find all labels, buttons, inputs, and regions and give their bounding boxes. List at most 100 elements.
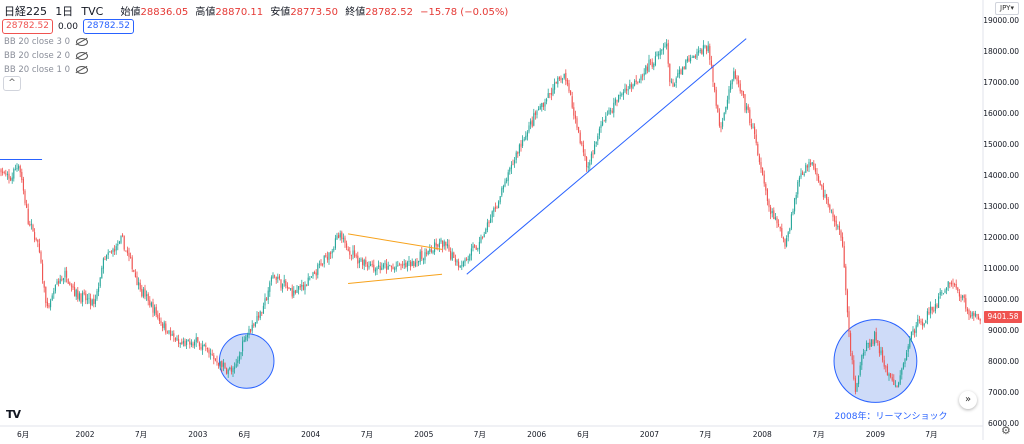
symbol-header: 日経225 1日 TVC 始値28836.05 高値28870.11 安値287… (4, 3, 508, 19)
candle-body (6, 173, 8, 175)
candle-body (722, 121, 724, 127)
candle-body (704, 45, 706, 47)
candle-body (355, 255, 357, 257)
candle-body (392, 266, 394, 270)
candle-body (434, 242, 436, 252)
candle-body (912, 329, 914, 333)
price-tick-label: 16000.00 (983, 109, 1019, 118)
gear-icon[interactable]: ⚙ (1001, 424, 1011, 437)
candle-body (834, 216, 836, 222)
candle-body (864, 352, 866, 354)
candle-body (461, 265, 463, 267)
candle-body (552, 88, 554, 95)
high-label: 高値 (195, 7, 216, 18)
collapse-indicators-button[interactable]: ^ (3, 76, 21, 91)
buy-button[interactable]: 28782.52 (83, 19, 134, 34)
candle-body (3, 171, 5, 173)
candle-body (750, 123, 752, 128)
candle-body (114, 249, 116, 252)
candle-body (861, 355, 863, 366)
candle-body (40, 251, 42, 263)
candle-body (874, 331, 876, 345)
candle-body (754, 126, 756, 135)
candle-body (688, 58, 690, 62)
candle-body (70, 285, 72, 287)
candle-body (512, 163, 514, 165)
candle-body (776, 218, 778, 224)
candle-body (702, 45, 704, 55)
candle-body (168, 330, 170, 334)
sell-button[interactable]: 28782.52 (2, 19, 53, 34)
candle-body (310, 276, 312, 278)
indicator-bb-1[interactable]: BB 20 close 1 0 (4, 65, 88, 75)
candle-body (414, 262, 416, 267)
indicator-label: BB 20 close 1 0 (4, 65, 70, 75)
indicator-bb-3[interactable]: BB 20 close 3 0 (4, 37, 88, 47)
candle-body (626, 89, 628, 91)
candle-body (642, 75, 644, 77)
candle-body (902, 363, 904, 369)
candle-body (723, 112, 725, 121)
candle-body (797, 181, 799, 195)
candle-body (344, 237, 346, 243)
candle-body (62, 278, 64, 281)
candle-body (312, 272, 314, 277)
indicator-bb-2[interactable]: BB 20 close 2 0 (4, 51, 88, 61)
candle-body (763, 174, 765, 184)
candle-body (74, 287, 76, 296)
eye-hidden-icon[interactable] (76, 38, 88, 46)
candle-body (482, 237, 484, 239)
candle-body (82, 292, 84, 302)
scroll-to-realtime-button[interactable]: » (959, 391, 977, 409)
candle-body (805, 164, 807, 173)
candle-body (178, 339, 180, 344)
symbol-name[interactable]: 日経225 (4, 5, 47, 18)
candle-body (398, 264, 400, 266)
indicator-label: BB 20 close 2 0 (4, 51, 70, 61)
candle-body (454, 258, 456, 262)
source: TVC (81, 5, 104, 18)
candle-body (819, 181, 821, 186)
candle-body (531, 120, 533, 127)
currency-selector[interactable]: JPY▾ (995, 2, 1019, 15)
candle-body (266, 298, 268, 301)
candle-body (208, 349, 210, 354)
candle-body (117, 244, 119, 246)
candle-body (522, 140, 524, 146)
candle-body (166, 332, 168, 334)
candle-body (157, 314, 159, 319)
candle-body (163, 322, 165, 329)
candle-body (774, 217, 776, 220)
candle-body (181, 342, 183, 345)
interval[interactable]: 1日 (55, 5, 74, 18)
candle-body (731, 79, 733, 85)
candle-body (29, 224, 31, 226)
candle-body (317, 264, 319, 275)
candle-body (765, 184, 767, 191)
candle-body (134, 272, 136, 277)
eye-hidden-icon[interactable] (76, 66, 88, 74)
candle-body (696, 51, 698, 58)
candle-body (416, 261, 418, 263)
candle-body (565, 72, 567, 82)
candle-body (142, 289, 144, 297)
eye-hidden-icon[interactable] (76, 52, 88, 60)
candle-body (491, 211, 493, 218)
open-label: 始値 (120, 7, 141, 18)
candle-body (598, 128, 600, 136)
candle-body (118, 241, 120, 244)
candle-body (968, 309, 970, 316)
candle-body (469, 254, 471, 261)
candle-body (549, 93, 551, 95)
candle-body (187, 340, 189, 341)
candle-body (318, 263, 320, 265)
candle-body (582, 145, 584, 153)
candle-body (581, 142, 583, 145)
change-value: −15.78 (−0.05%) (420, 7, 509, 18)
candle-body (328, 253, 330, 260)
candle-body (408, 261, 410, 262)
candle-body (766, 189, 768, 201)
candle-body (787, 232, 789, 238)
